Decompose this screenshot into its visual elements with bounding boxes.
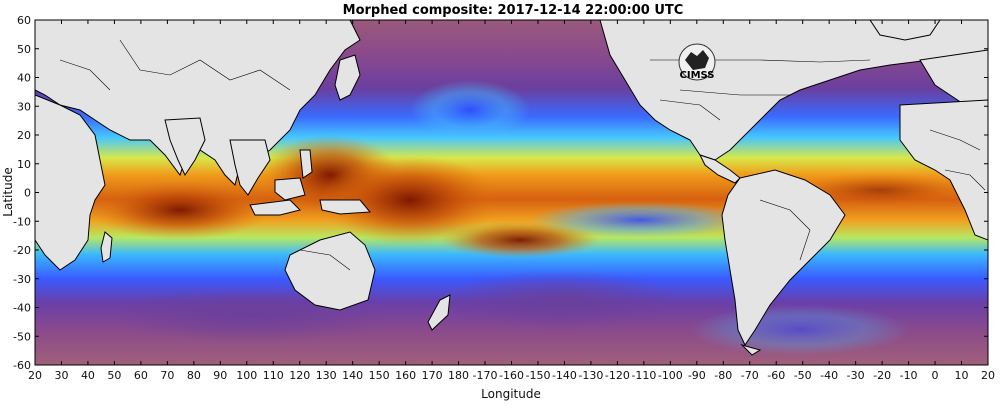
- x-tick-label: 80: [187, 369, 201, 382]
- land-indonesia: [249, 199, 301, 216]
- x-tick-label: -80: [714, 369, 732, 382]
- land-madagascar: [100, 231, 113, 263]
- land-philippines: [299, 149, 313, 179]
- land-south-america: [721, 169, 846, 347]
- country-borders: [59, 39, 986, 271]
- land-borneo: [274, 177, 306, 201]
- x-tick-label: 120: [289, 369, 310, 382]
- x-tick-label: -120: [605, 369, 630, 382]
- x-tick-label: -20: [873, 369, 891, 382]
- y-tick-label: -60: [13, 359, 31, 372]
- land-africa: [35, 94, 106, 271]
- x-tick-label: 60: [134, 369, 148, 382]
- x-tick-label: -110: [631, 369, 656, 382]
- y-tick-label: 30: [17, 100, 31, 113]
- x-tick-label: -100: [658, 369, 683, 382]
- y-tick-label: 10: [17, 158, 31, 171]
- atlantic-itcz: [790, 172, 970, 208]
- x-tick-label: 150: [369, 369, 390, 382]
- x-tick-label: 100: [236, 369, 257, 382]
- land-japan: [334, 54, 361, 101]
- x-tick-label: 130: [316, 369, 337, 382]
- cimss-logo: CIMSS: [678, 43, 716, 81]
- x-tick-label: -50: [794, 369, 812, 382]
- x-tick-label: 180: [448, 369, 469, 382]
- x-axis-title: Longitude: [481, 387, 541, 401]
- x-tick-label: -60: [767, 369, 785, 382]
- y-tick-label: -40: [13, 302, 31, 315]
- x-tick-label: 140: [342, 369, 363, 382]
- north-pacific-swirl: [410, 80, 530, 140]
- x-tick-label: 20: [28, 369, 42, 382]
- land-central-america: [699, 154, 741, 184]
- x-tick-label: -30: [847, 369, 865, 382]
- y-tick-label: -10: [13, 215, 31, 228]
- x-tick-label: -40: [820, 369, 838, 382]
- x-tick-label: -160: [499, 369, 524, 382]
- x-tick-label: 160: [395, 369, 416, 382]
- x-tick-label: 90: [213, 369, 227, 382]
- x-tick-label: 70: [160, 369, 174, 382]
- y-tick-label: 50: [17, 43, 31, 56]
- x-tick-label: -140: [552, 369, 577, 382]
- y-tick-label: -50: [13, 330, 31, 343]
- land-west-africa: [899, 99, 988, 241]
- land-new-zealand: [427, 294, 451, 331]
- y-tick-label: 60: [17, 14, 31, 27]
- x-tick-label: 0: [932, 369, 939, 382]
- x-tick-label: 40: [81, 369, 95, 382]
- x-tick-label: 170: [422, 369, 443, 382]
- land-eurasia: [35, 20, 361, 186]
- y-tick-label: 40: [17, 72, 31, 85]
- south-atlantic-band: [690, 305, 910, 355]
- y-tick-label: -20: [13, 244, 31, 257]
- x-tick-label: 110: [263, 369, 284, 382]
- y-tick-label: -30: [13, 273, 31, 286]
- y-tick-label: 20: [17, 129, 31, 142]
- x-tick-label: -150: [525, 369, 550, 382]
- x-tick-label: 10: [955, 369, 969, 382]
- x-tick-label: -70: [741, 369, 759, 382]
- south-pacific-dry: [440, 270, 680, 330]
- y-tick-label: 0: [24, 187, 31, 200]
- land-greenland: [869, 20, 941, 41]
- x-tick-label: 30: [54, 369, 68, 382]
- x-tick-label: 50: [107, 369, 121, 382]
- cimss-logo-text: CIMSS: [680, 70, 715, 81]
- indian-ocean-hotspot: [90, 180, 270, 240]
- y-axis: 60 50 40 30 20 10 0 -10 -20 -30 -40 -50 -60: [13, 14, 988, 372]
- east-pacific-dry-tongue: [530, 202, 750, 238]
- x-tick-label: -170: [473, 369, 498, 382]
- western-pacific-hotspot: [320, 155, 500, 245]
- x-tick-label: -10: [900, 369, 918, 382]
- y-axis-title: Latitude: [1, 167, 15, 216]
- x-tick-label: 20: [981, 369, 995, 382]
- x-axis: 20 30 40 50 60 70 80 90 100 110 120 130 140 150 160 170…: [28, 20, 995, 382]
- map-title: Morphed composite: 2017-12-14 22:00:00 U…: [343, 3, 684, 18]
- plot-area: [35, 20, 988, 365]
- land-tierra-del-fuego: [740, 344, 762, 356]
- land-new-guinea: [319, 199, 372, 215]
- land-indochina: [229, 139, 271, 196]
- x-tick-label: -130: [578, 369, 603, 382]
- x-tick-label: -90: [688, 369, 706, 382]
- land-india: [164, 117, 206, 177]
